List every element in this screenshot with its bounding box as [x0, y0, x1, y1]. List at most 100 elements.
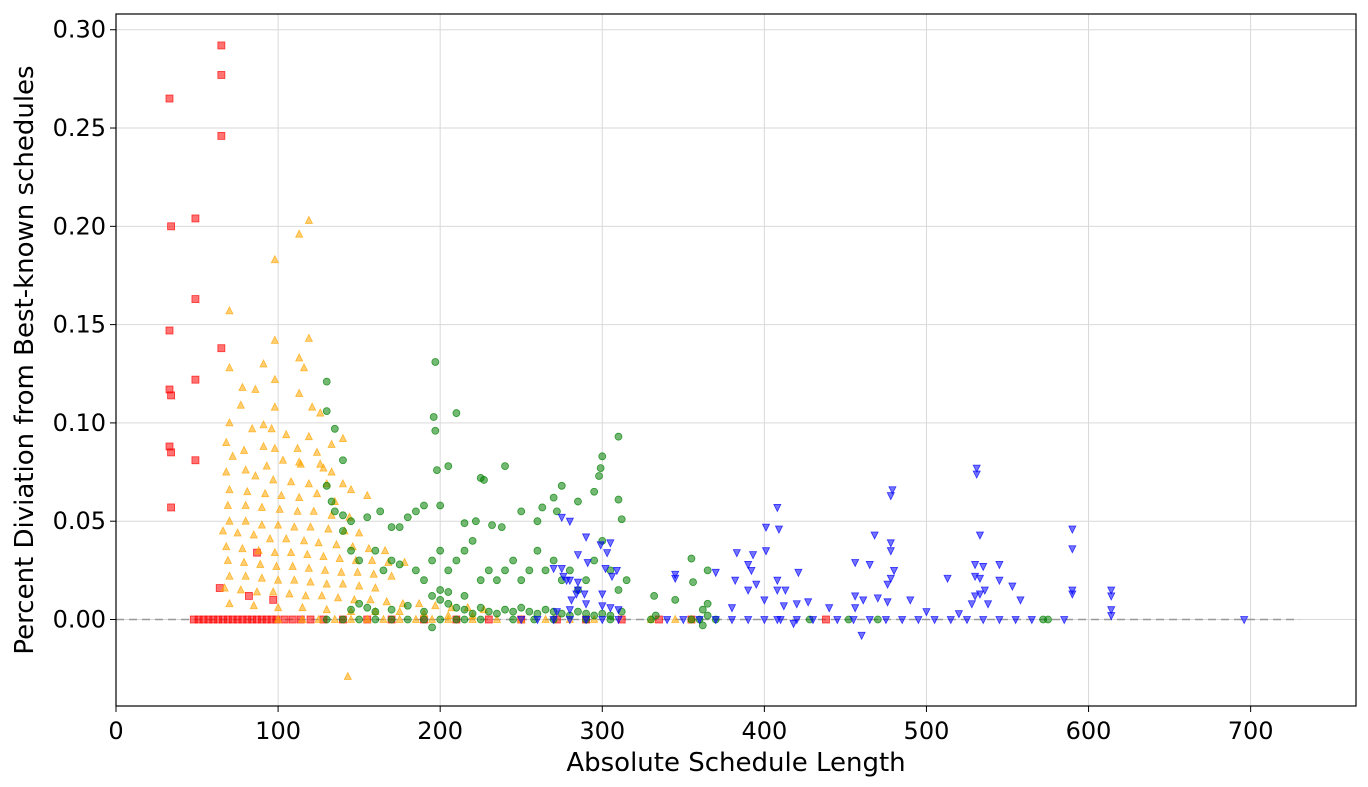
data-point-triangle-down	[983, 600, 993, 609]
data-point-triangle-up	[387, 571, 396, 580]
x-tick-label: 400	[741, 717, 787, 745]
data-point-circle	[411, 566, 420, 575]
data-point-triangle-up	[346, 614, 356, 623]
data-point-triangle-down	[679, 616, 688, 625]
data-point-triangle-up	[337, 567, 346, 576]
data-point-triangle-down	[850, 559, 860, 568]
data-point-circle	[363, 603, 372, 612]
data-point-triangle-up	[272, 561, 281, 570]
data-point-square	[167, 222, 176, 231]
data-point-triangle-up	[350, 594, 359, 604]
data-point-square	[165, 326, 174, 335]
data-point-triangle-down	[761, 547, 771, 556]
data-point-triangle-up	[316, 408, 325, 417]
data-point-triangle-up	[262, 461, 271, 470]
data-point-square	[191, 375, 200, 384]
data-point-circle	[493, 609, 501, 618]
data-point-circle	[452, 556, 461, 565]
data-point-triangle-down	[727, 616, 737, 625]
data-point-circle	[549, 556, 558, 565]
data-point-triangle-down	[865, 616, 874, 625]
data-point-circle	[327, 497, 336, 506]
data-point-triangle-up	[330, 614, 339, 623]
data-point-triangle-up	[304, 478, 314, 488]
data-point-circle	[622, 576, 631, 585]
data-point-triangle-up	[312, 488, 322, 498]
data-point-triangle-down	[607, 572, 617, 582]
data-point-triangle-up	[270, 254, 279, 264]
data-point-triangle-down	[1107, 612, 1116, 621]
y-tick-label: 0.10	[53, 409, 106, 437]
data-point-triangle-down	[732, 549, 741, 558]
data-point-circle	[460, 605, 469, 614]
data-point-triangle-down	[711, 568, 720, 578]
data-point-circle	[517, 507, 526, 516]
data-point-triangle-down	[886, 539, 895, 548]
y-axis-title: Percent Diviation from Best-known schedu…	[10, 65, 40, 654]
data-point-triangle-down	[870, 531, 879, 540]
data-point-triangle-up	[306, 577, 315, 586]
data-point-triangle-down	[962, 616, 972, 625]
data-point-circle	[452, 603, 461, 612]
data-point-circle	[395, 560, 404, 569]
data-point-triangle-down	[606, 604, 615, 613]
data-point-triangle-down	[774, 525, 784, 534]
data-point-triangle-up	[282, 429, 291, 439]
data-point-circle	[565, 566, 574, 575]
data-point-triangle-down	[792, 616, 801, 625]
data-point-circle	[590, 556, 599, 565]
data-point-triangle-down	[695, 616, 704, 625]
data-point-triangle-down	[552, 608, 562, 617]
data-point-triangle-down	[773, 504, 782, 513]
data-point-triangle-up	[295, 492, 304, 502]
data-point-triangle-down	[1016, 596, 1025, 605]
data-point-triangle-down	[727, 604, 737, 613]
data-point-triangle-up	[671, 614, 680, 623]
data-point-triangle-down	[549, 564, 558, 574]
data-point-triangle-up	[278, 455, 288, 464]
data-point-circle	[330, 507, 339, 516]
data-point-circle	[468, 609, 477, 618]
data-point-triangle-up	[273, 520, 283, 529]
data-point-triangle-down	[906, 596, 915, 605]
data-point-triangle-up	[354, 528, 364, 537]
data-point-triangle-down	[671, 574, 680, 584]
data-point-triangle-up	[238, 543, 247, 553]
data-point-triangle-down	[598, 616, 607, 625]
data-point-triangle-up	[312, 447, 322, 456]
data-point-circle	[517, 576, 526, 585]
data-point-triangle-up	[288, 561, 297, 570]
data-point-circle	[436, 586, 445, 594]
data-point-triangle-down	[886, 574, 895, 584]
x-tick-label: 300	[579, 717, 625, 745]
data-point-circle	[376, 507, 385, 516]
data-point-square	[245, 592, 253, 600]
data-point-triangle-up	[371, 583, 380, 592]
data-point-triangle-up	[343, 671, 352, 680]
data-point-triangle-up	[286, 476, 296, 486]
data-point-triangle-up	[299, 362, 309, 372]
data-point-triangle-up	[541, 614, 550, 623]
data-point-triangle-up	[296, 459, 305, 468]
data-point-circle	[428, 592, 436, 600]
data-point-triangle-up	[252, 587, 262, 596]
data-point-triangle-up	[324, 524, 333, 533]
data-point-triangle-up	[251, 384, 260, 393]
data-point-triangle-up	[364, 543, 374, 553]
data-point-circle	[525, 607, 534, 616]
data-point-triangle-down	[1060, 616, 1069, 625]
data-point-triangle-up	[492, 614, 502, 623]
data-point-triangle-up	[295, 388, 304, 397]
data-point-triangle-up	[243, 486, 252, 496]
data-point-triangle-down	[761, 523, 771, 532]
data-point-circle	[322, 407, 331, 416]
data-point-circle	[436, 546, 445, 555]
data-point-triangle-up	[273, 575, 283, 584]
data-point-triangle-up	[251, 471, 260, 480]
data-point-circle	[387, 605, 396, 614]
data-point-circle	[517, 603, 526, 612]
data-point-triangle-up	[225, 571, 234, 580]
data-point-circle	[444, 599, 453, 608]
data-point-triangle-up	[444, 614, 453, 623]
data-point-triangle-down	[975, 574, 985, 584]
